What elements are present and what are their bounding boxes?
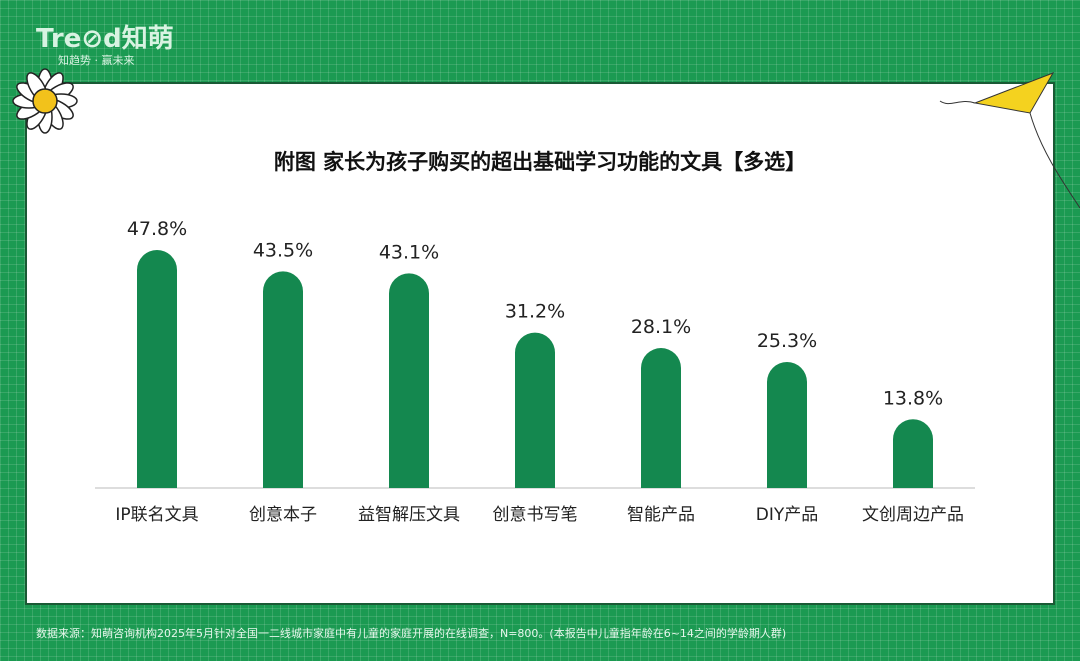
- daisy-icon: [12, 68, 78, 134]
- bar: [515, 332, 555, 488]
- kite-icon: [939, 72, 1080, 209]
- value-label: 47.8%: [127, 218, 187, 240]
- value-label: 28.1%: [631, 316, 691, 338]
- bar: [641, 348, 681, 488]
- value-label: 43.5%: [253, 239, 313, 261]
- brand-slogan: 知趋势 · 赢未来: [58, 54, 135, 67]
- category-label: 智能产品: [627, 505, 695, 525]
- category-label: 创意本子: [249, 505, 317, 525]
- chart-title: 附图 家长为孩子购买的超出基础学习功能的文具【多选】: [273, 150, 807, 174]
- bar: [137, 249, 177, 488]
- value-label: 25.3%: [757, 330, 817, 352]
- brand-logo: Tre⊘d知萌: [36, 24, 174, 54]
- category-label: DIY产品: [756, 505, 819, 525]
- category-label: IP联名文具: [115, 505, 198, 525]
- category-label: 文创周边产品: [862, 505, 964, 525]
- data-source-note: 数据来源：知萌咨询机构2025年5月针对全国一二线城市家庭中有儿童的家庭开展的在…: [36, 627, 787, 640]
- bar: [263, 271, 303, 488]
- value-label: 13.8%: [883, 387, 943, 409]
- category-label: 创意书写笔: [493, 505, 578, 525]
- bar: [389, 273, 429, 488]
- bar: [893, 419, 933, 488]
- bar: [767, 362, 807, 488]
- value-label: 43.1%: [379, 241, 439, 263]
- value-label: 31.2%: [505, 301, 565, 323]
- category-label: 益智解压文具: [358, 505, 460, 525]
